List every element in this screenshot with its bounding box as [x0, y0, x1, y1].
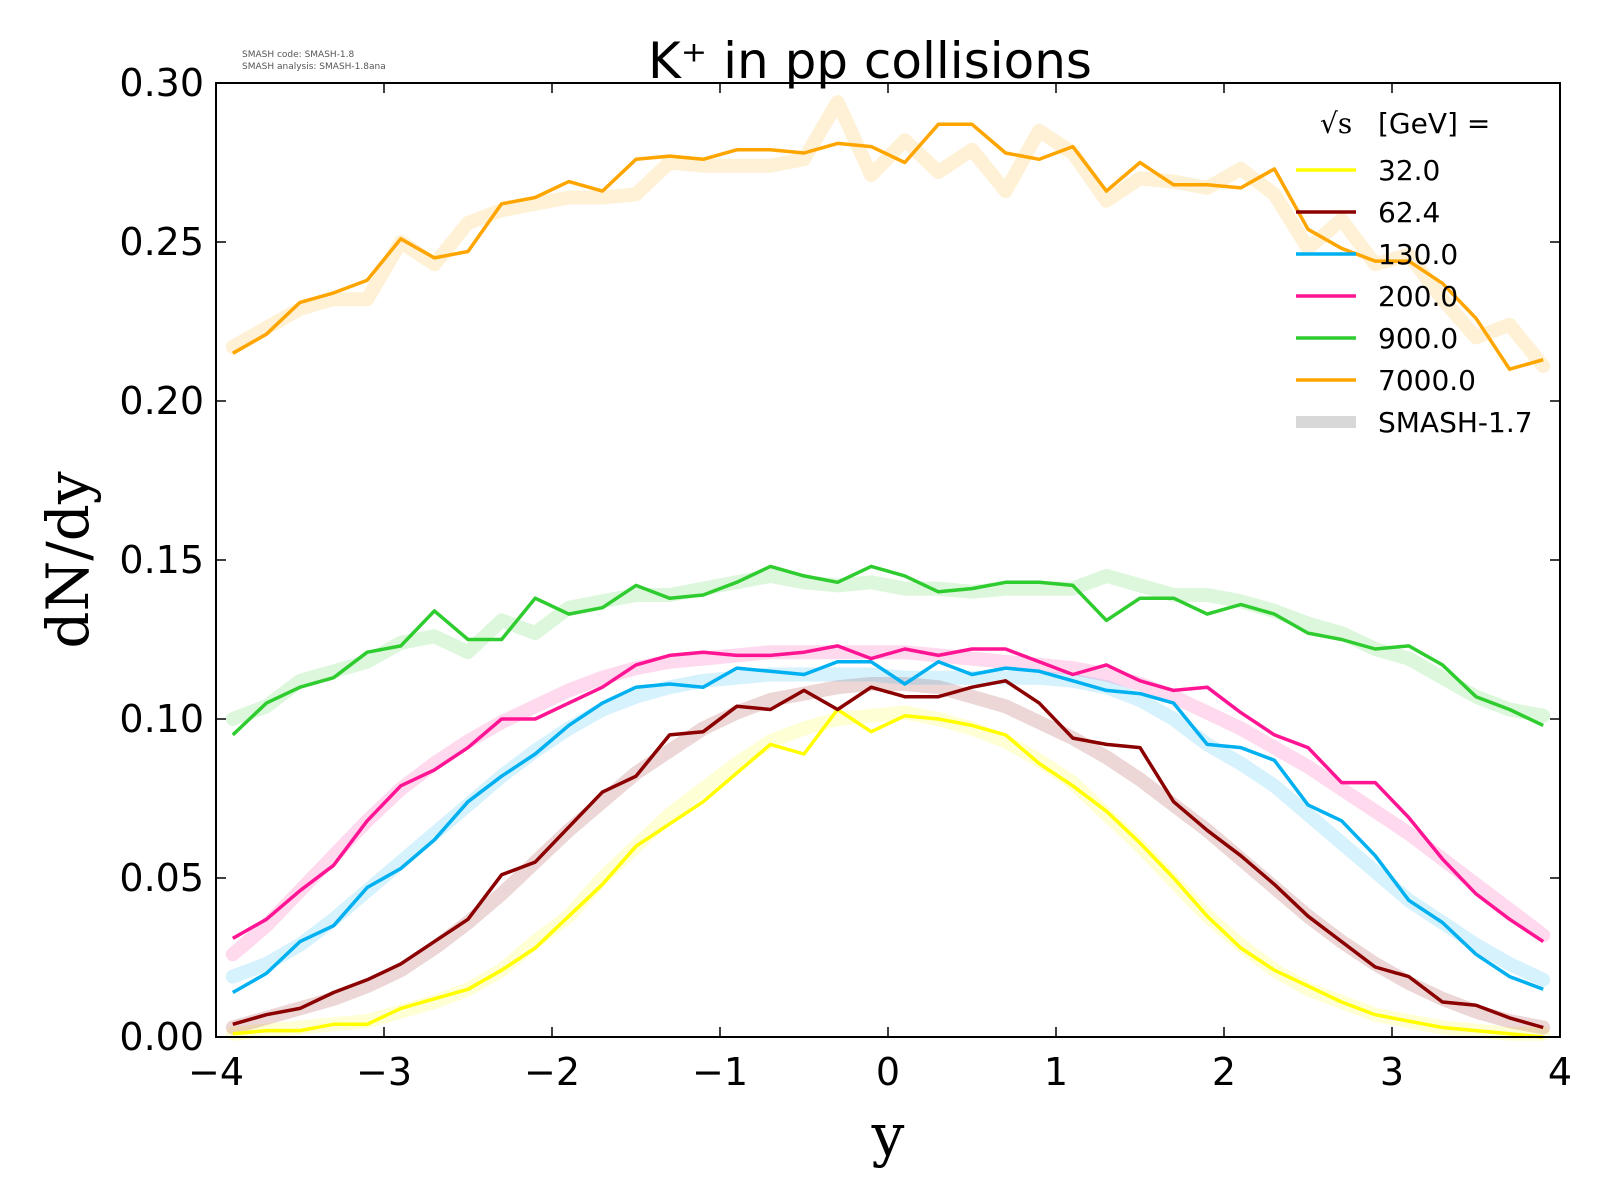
- reference-series-group: [225, 95, 1551, 1041]
- x-tick-label: −2: [524, 1050, 580, 1094]
- series-line-900-0: [231, 564, 1544, 737]
- series-line-200-0: [231, 644, 1545, 944]
- reference-line-200-0: [225, 645, 1551, 962]
- series-line-62-4: [232, 679, 1544, 1030]
- legend-entry-label: 32.0: [1378, 154, 1440, 187]
- data-series-group: [231, 122, 1545, 1039]
- legend-entry-label: 62.4: [1378, 196, 1440, 229]
- y-tick-label: 0.00: [119, 1015, 204, 1059]
- watermark-line-1: SMASH code: SMASH-1.8: [242, 50, 355, 60]
- legend-entry-label: 7000.0: [1378, 364, 1476, 397]
- legend-title: [GeV] =: [1378, 107, 1490, 140]
- x-tick-label: 3: [1380, 1050, 1404, 1094]
- x-tick-label: −4: [188, 1050, 244, 1094]
- x-tick-label: 0: [876, 1050, 900, 1094]
- legend-title-sqrt: √s: [1320, 107, 1352, 140]
- plot-frame: [215, 82, 1561, 1038]
- x-tick-label: 1: [1044, 1050, 1068, 1094]
- y-axis: 0.00 0.05 0.10 0.15 0.20 0.25 0.30: [119, 61, 1560, 1059]
- legend-entry-label: SMASH-1.7: [1378, 406, 1533, 439]
- x-tick-label: −1: [692, 1050, 748, 1094]
- series-line-32-0: [232, 707, 1544, 1039]
- y-tick-label: 0.25: [119, 220, 204, 264]
- x-tick-label: 4: [1548, 1050, 1572, 1094]
- reference-line-7000-0: [225, 95, 1551, 373]
- legend-entry-label: 130.0: [1378, 238, 1458, 271]
- series-line-130-0: [231, 660, 1544, 995]
- legend: √s [GeV] = 32.0 62.4 130.0 200.0 900.0 7000.0…: [1296, 107, 1533, 439]
- series-line-7000-0: [231, 122, 1544, 371]
- y-tick-label: 0.30: [119, 61, 204, 105]
- legend-entry-label: 900.0: [1378, 322, 1458, 355]
- x-axis: −4 −3 −2 −1 0 1 2 3 4: [188, 83, 1572, 1094]
- x-tick-label: 2: [1212, 1050, 1236, 1094]
- x-tick-label: −3: [356, 1050, 412, 1094]
- y-tick-label: 0.10: [119, 697, 204, 741]
- x-axis-label: y: [871, 1101, 905, 1169]
- y-tick-label: 0.20: [119, 379, 204, 423]
- watermark-line-2: SMASH analysis: SMASH-1.8ana: [242, 62, 386, 72]
- chart-title: K⁺ in pp collisions: [648, 32, 1092, 90]
- reference-line-900-0: [225, 568, 1551, 726]
- y-tick-label: 0.15: [119, 538, 204, 582]
- y-tick-label: 0.05: [119, 856, 204, 900]
- legend-entry-label: 200.0: [1378, 280, 1458, 313]
- y-axis-label: dN/dy: [34, 471, 102, 649]
